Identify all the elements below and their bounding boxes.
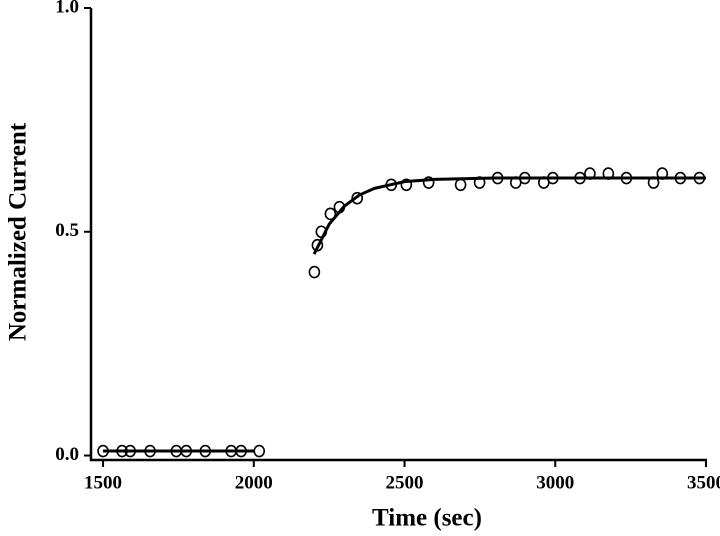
x-tick-label: 3000 [536, 472, 574, 493]
x-axis-label: Time (sec) [372, 505, 482, 532]
y-axis-label: Normalized Current [5, 122, 32, 341]
data-point [351, 191, 363, 205]
x-tick-label: 2500 [386, 472, 424, 493]
fit-line [312, 176, 706, 255]
data-point [454, 178, 467, 192]
y-tick-label: 1.0 [55, 0, 79, 17]
data-point [324, 207, 337, 221]
data-point [400, 178, 413, 192]
y-tick-label: 0.0 [55, 444, 79, 465]
x-tick-label: 1500 [84, 472, 122, 493]
data-point [308, 265, 321, 279]
data-point [253, 444, 266, 458]
x-tick-label: 2000 [235, 472, 273, 493]
data-point [422, 176, 435, 189]
y-tick-label: 0.5 [55, 220, 79, 241]
